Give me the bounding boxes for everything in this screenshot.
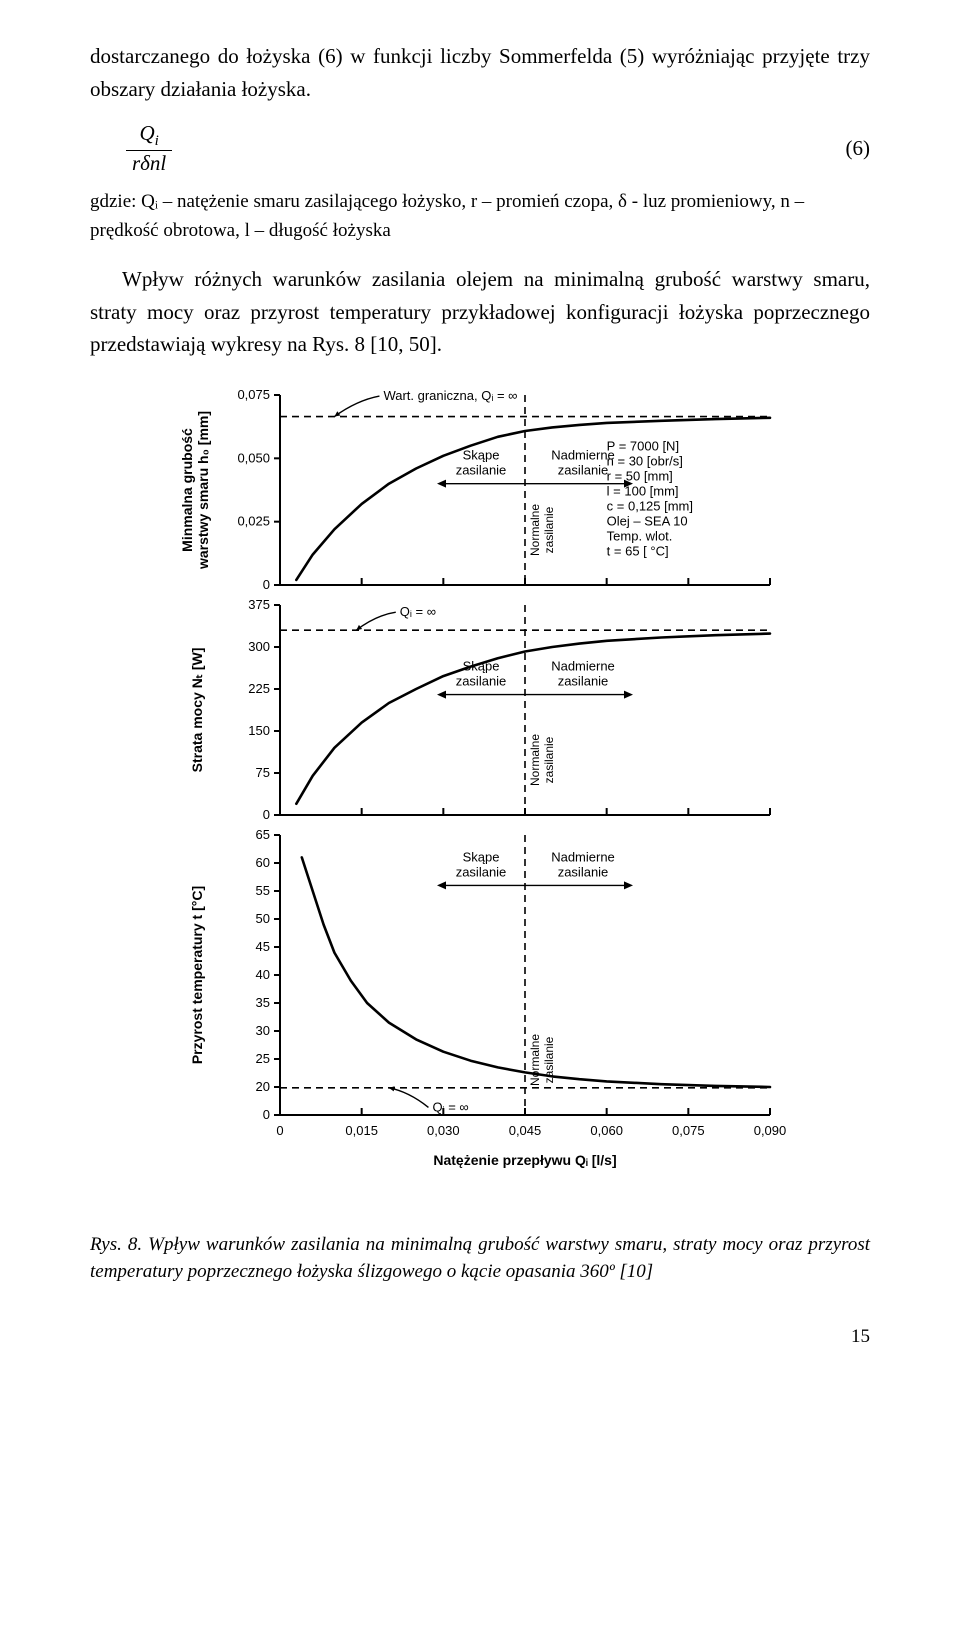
equation-6: Qi rδnl (6) [90, 121, 870, 176]
svg-text:Wart. graniczna, Qᵢ = ∞: Wart. graniczna, Qᵢ = ∞ [383, 388, 517, 403]
svg-text:zasilanie: zasilanie [558, 674, 609, 689]
svg-text:zasilanie: zasilanie [542, 736, 556, 783]
page-number: 15 [90, 1326, 870, 1348]
svg-text:Minmalna grubość: Minmalna grubość [179, 428, 195, 552]
figure-8-caption: Rys. 8. Wpływ warunków zasilania na mini… [90, 1231, 870, 1286]
svg-text:30: 30 [256, 1023, 270, 1038]
svg-text:55: 55 [256, 883, 270, 898]
svg-text:Przyrost temperatury t [°C]: Przyrost temperatury t [°C] [189, 886, 205, 1064]
svg-text:0: 0 [263, 807, 270, 822]
svg-text:0,075: 0,075 [237, 387, 270, 402]
svg-text:zasilanie: zasilanie [558, 463, 609, 478]
svg-text:zasilanie: zasilanie [456, 674, 507, 689]
svg-text:Natężenie przepływu Qᵢ [l/s]: Natężenie przepływu Qᵢ [l/s] [433, 1152, 616, 1168]
svg-text:Nadmierne: Nadmierne [551, 448, 615, 463]
svg-text:0,060: 0,060 [590, 1123, 623, 1138]
svg-text:60: 60 [256, 855, 270, 870]
svg-text:r = 50 [mm]: r = 50 [mm] [607, 469, 673, 484]
svg-text:0: 0 [263, 1107, 270, 1122]
svg-text:Skąpe: Skąpe [463, 849, 500, 864]
svg-text:75: 75 [256, 765, 270, 780]
svg-text:0,050: 0,050 [237, 450, 270, 465]
svg-text:n = 30 [obr/s]: n = 30 [obr/s] [607, 454, 683, 469]
svg-text:50: 50 [256, 911, 270, 926]
svg-text:Normalne: Normalne [528, 504, 542, 556]
svg-text:Normalne: Normalne [528, 734, 542, 786]
equation-where: gdzie: Qᵢ – natężenie smaru zasilającego… [90, 188, 870, 245]
svg-text:45: 45 [256, 939, 270, 954]
svg-text:zasilanie: zasilanie [542, 506, 556, 553]
svg-text:c = 0,125 [mm]: c = 0,125 [mm] [607, 499, 693, 514]
svg-text:Skąpe: Skąpe [463, 448, 500, 463]
svg-text:0,015: 0,015 [345, 1123, 378, 1138]
svg-text:Qᵢ = ∞: Qᵢ = ∞ [400, 604, 436, 619]
svg-text:Strata mocy Nₜ [W]: Strata mocy Nₜ [W] [189, 648, 205, 773]
paragraph-intro: dostarczanego do łożyska (6) w funkcji l… [90, 40, 870, 105]
svg-text:Nadmierne: Nadmierne [551, 849, 615, 864]
svg-text:P = 7000 [N]: P = 7000 [N] [607, 439, 679, 454]
paragraph-body: Wpływ różnych warunków zasilania olejem … [90, 263, 870, 361]
svg-text:zasilanie: zasilanie [456, 864, 507, 879]
svg-text:Temp. wlot.: Temp. wlot. [607, 529, 673, 544]
svg-text:35: 35 [256, 995, 270, 1010]
svg-text:40: 40 [256, 967, 270, 982]
svg-text:zasilanie: zasilanie [542, 1036, 556, 1083]
equation-number: (6) [846, 136, 871, 161]
svg-text:0,045: 0,045 [509, 1123, 542, 1138]
svg-text:Nadmierne: Nadmierne [551, 659, 615, 674]
svg-text:0,030: 0,030 [427, 1123, 460, 1138]
figure-8-svg: 0 0,025 0,050 0,075 Minmalna grubośćwarstwy … [160, 375, 800, 1215]
svg-text:Olej – SEA 10: Olej – SEA 10 [607, 514, 688, 529]
svg-text:25: 25 [256, 1051, 270, 1066]
equation-fraction: Qi rδnl [126, 121, 172, 176]
svg-text:225: 225 [248, 681, 270, 696]
svg-text:Normalne: Normalne [528, 1034, 542, 1086]
svg-text:Skąpe: Skąpe [463, 659, 500, 674]
svg-text:0,075: 0,075 [672, 1123, 705, 1138]
svg-text:375: 375 [248, 597, 270, 612]
svg-text:t = 65 [ °C]: t = 65 [ °C] [607, 544, 669, 559]
svg-text:zasilanie: zasilanie [558, 864, 609, 879]
svg-text:300: 300 [248, 639, 270, 654]
svg-text:zasilanie: zasilanie [456, 463, 507, 478]
svg-text:l = 100 [mm]: l = 100 [mm] [607, 484, 679, 499]
svg-text:150: 150 [248, 723, 270, 738]
figure-8: 0 0,025 0,050 0,075 Minmalna grubośćwarstwy … [90, 375, 870, 1215]
svg-text:20: 20 [256, 1079, 270, 1094]
svg-text:65: 65 [256, 827, 270, 842]
svg-text:warstwy smaru h₀ [mm]: warstwy smaru h₀ [mm] [195, 411, 211, 570]
svg-text:Qᵢ = ∞: Qᵢ = ∞ [432, 1099, 468, 1114]
svg-text:0: 0 [263, 577, 270, 592]
svg-text:0,090: 0,090 [754, 1123, 787, 1138]
svg-text:0,025: 0,025 [237, 514, 270, 529]
svg-text:0: 0 [276, 1123, 283, 1138]
